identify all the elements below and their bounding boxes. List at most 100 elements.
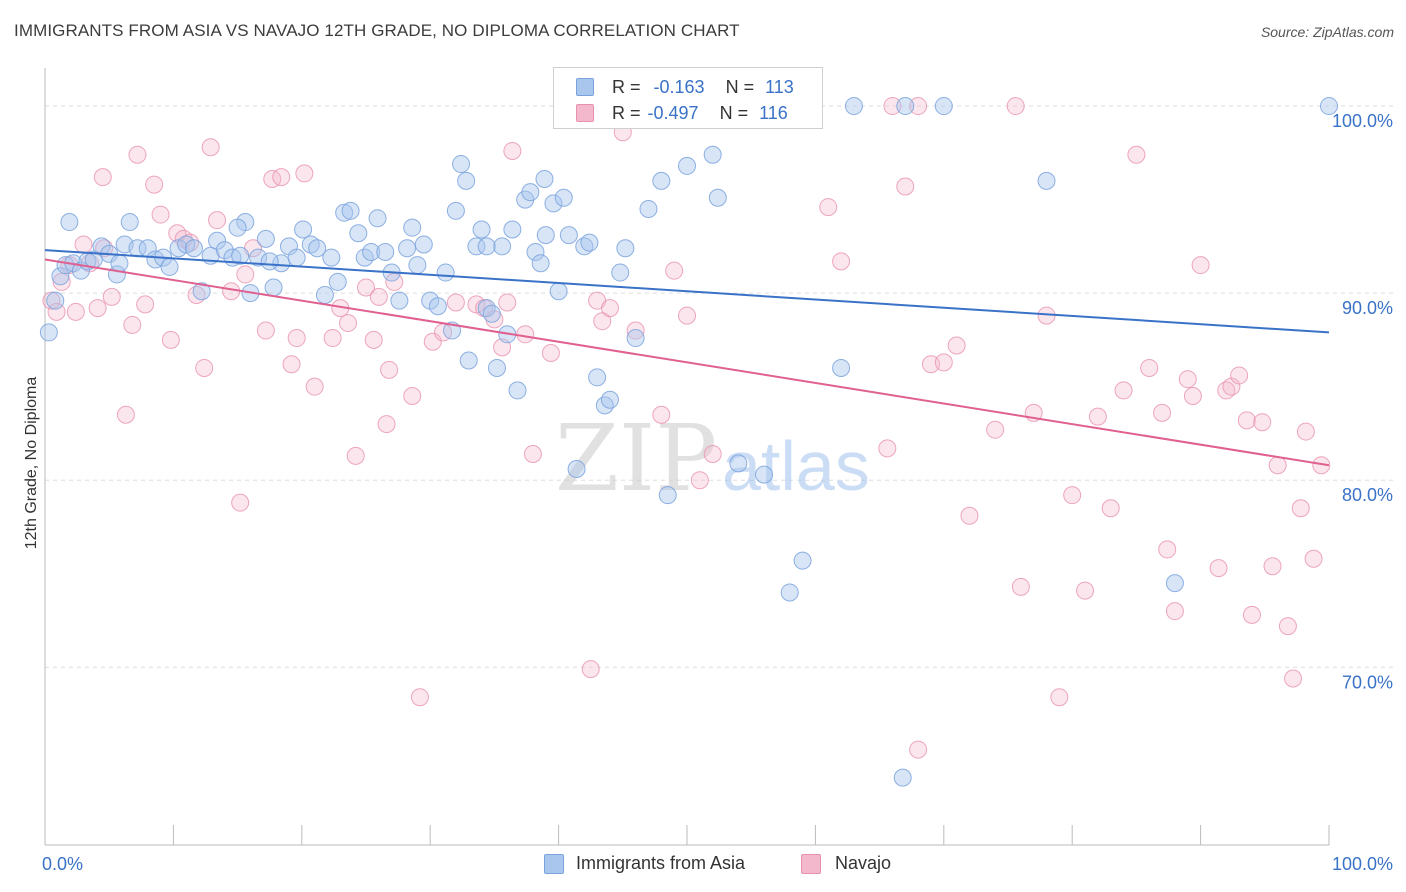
- asia-point: [249, 248, 268, 267]
- navajo-point: [1114, 381, 1133, 400]
- asia-point: [526, 242, 545, 261]
- asia-point: [600, 390, 619, 409]
- navajo-point: [1284, 669, 1303, 688]
- asia-point: [341, 201, 360, 220]
- stats-legend: R = -0.163 N = 113 R = -0.497 N = 116: [553, 67, 823, 129]
- legend-r-value: -0.163: [653, 77, 705, 97]
- y-axis-label-wrap: 12th Grade, No Diploma: [17, 0, 47, 892]
- asia-point: [328, 272, 347, 291]
- navajo-point: [295, 164, 314, 183]
- asia-point: [844, 97, 863, 116]
- watermark: ZIP atlas: [555, 405, 870, 512]
- asia-point: [403, 218, 422, 237]
- asia-point: [60, 213, 79, 232]
- asia-point: [567, 459, 586, 478]
- navajo-point: [272, 168, 291, 187]
- asia-point: [184, 239, 203, 258]
- navajo-point: [208, 211, 227, 230]
- asia-point: [467, 237, 486, 256]
- asia-point: [322, 248, 341, 267]
- bottom-legend-swatch-asia: [544, 854, 564, 874]
- axes: [44, 68, 1330, 846]
- navajo-point: [1191, 256, 1210, 275]
- navajo-point: [1263, 557, 1282, 576]
- navajo-point: [195, 358, 214, 377]
- navajo-point: [201, 138, 220, 157]
- navajo-point: [93, 168, 112, 187]
- navajo-point: [95, 239, 114, 258]
- chart-title: IMMIGRANTS FROM ASIA VS NAVAJO 12TH GRAD…: [14, 21, 740, 40]
- asia-point: [428, 297, 447, 316]
- asia-point: [652, 171, 671, 190]
- navajo-point: [236, 265, 255, 284]
- navajo-point: [151, 205, 170, 224]
- asia-point: [477, 237, 496, 256]
- navajo-point: [323, 329, 342, 348]
- navajo-point: [1230, 366, 1249, 385]
- asia-point: [472, 220, 491, 239]
- tick-labels: 70.0% 80.0% 90.0% 100.0% 0.0% 100.0%: [42, 111, 1393, 874]
- asia-point: [482, 304, 501, 323]
- navajo-point: [896, 177, 915, 196]
- asia-point: [893, 768, 912, 787]
- legend-swatch-asia: [576, 78, 594, 96]
- navajo-point: [665, 261, 684, 280]
- navajo-point: [52, 272, 71, 291]
- asia-point: [793, 551, 812, 570]
- navajo-point: [88, 299, 107, 318]
- navajo-point: [1063, 486, 1082, 505]
- asia-point: [1037, 171, 1056, 190]
- navajo-point: [626, 321, 645, 340]
- navajo-points: [42, 97, 1331, 759]
- navajo-point: [878, 439, 897, 458]
- x-tick-label: 100.0%: [1332, 854, 1393, 874]
- navajo-point: [1268, 456, 1287, 475]
- asia-point: [260, 252, 279, 271]
- asia-point: [487, 358, 506, 377]
- navajo-point: [678, 306, 696, 325]
- asia-point: [896, 97, 915, 116]
- asia-point: [51, 267, 70, 286]
- asia-point: [531, 254, 550, 273]
- navajo-point: [231, 493, 250, 512]
- asia-point: [414, 235, 433, 254]
- navajo-point: [1088, 407, 1107, 426]
- navajo-point: [1304, 549, 1323, 568]
- asia-point: [408, 256, 427, 275]
- asia-point: [549, 282, 568, 301]
- navajo-point: [600, 299, 619, 318]
- asia-point: [1165, 574, 1184, 593]
- navajo-point: [960, 506, 979, 525]
- navajo-point: [652, 405, 671, 424]
- navajo-point: [819, 198, 838, 217]
- legend-n-value: 116: [759, 103, 788, 123]
- navajo-point: [1312, 456, 1331, 475]
- asia-point: [459, 351, 478, 370]
- asia-point: [611, 263, 630, 282]
- navajo-point: [1127, 145, 1146, 164]
- asia-point: [703, 145, 722, 164]
- watermark-zip: ZIP: [555, 405, 717, 512]
- navajo-point: [690, 471, 709, 490]
- asia-point: [658, 486, 677, 505]
- asia-point: [362, 242, 381, 261]
- navajo-point: [357, 278, 375, 297]
- legend-n-value: 113: [765, 77, 794, 97]
- x-tick-label: 0.0%: [42, 854, 83, 874]
- bottom-legend-label-asia: Immigrants from Asia: [576, 853, 746, 873]
- navajo-point: [1006, 97, 1025, 116]
- bottom-legend-swatch-navajo: [801, 854, 821, 874]
- navajo-point: [102, 287, 121, 306]
- navajo-point: [541, 343, 560, 362]
- navajo-point: [263, 170, 282, 189]
- navajo-point: [516, 325, 535, 344]
- navajo-point: [1278, 617, 1297, 636]
- navajo-point: [1291, 499, 1310, 518]
- asia-point: [39, 323, 58, 342]
- navajo-point: [1253, 413, 1272, 432]
- asia-point: [588, 368, 607, 387]
- asia-point: [315, 286, 334, 305]
- navajo-point: [305, 377, 324, 396]
- legend-r-label: R =: [612, 103, 641, 123]
- asia-point: [477, 299, 496, 318]
